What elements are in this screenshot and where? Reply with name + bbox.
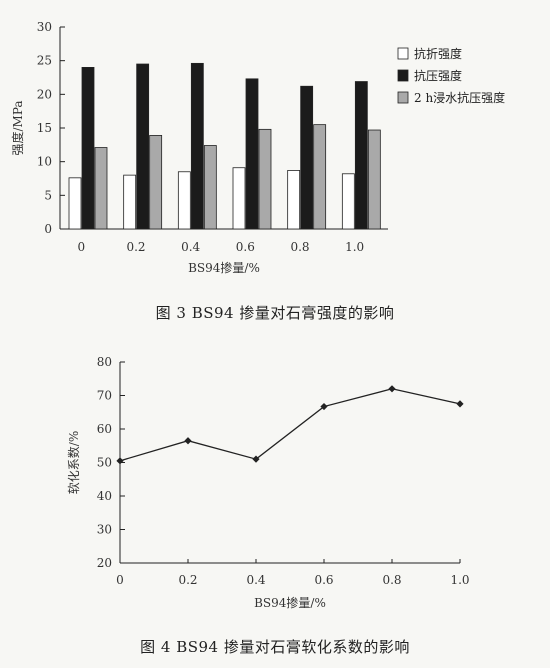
bar-soaked: [313, 124, 327, 230]
figure4-caption: 图 4 BS94 掺量对石膏软化系数的影响: [140, 638, 410, 656]
legend-swatch: [397, 69, 409, 82]
data-point: [388, 385, 396, 393]
y-tick-label: 30: [37, 20, 52, 34]
x-axis-label: BS94掺量/%: [188, 260, 260, 275]
figure3-caption: 图 3 BS94 掺量对石膏强度的影响: [155, 304, 395, 322]
x-tick-label: 1.0: [345, 240, 364, 254]
legend-swatch: [397, 91, 409, 104]
x-axis-label: BS94掺量/%: [254, 595, 326, 610]
x-tick-label: 0.2: [178, 573, 197, 587]
data-point: [116, 457, 124, 465]
y-tick-label: 10: [37, 155, 52, 169]
y-tick-label: 20: [37, 87, 52, 101]
softening-line-chart: 20 30 40 50 60 70 80 0 0.2 0.4 0.6 0.8 1.0 BS94掺量/% 软化…: [66, 355, 470, 610]
bar-compressive: [190, 62, 204, 230]
bar-flexural: [341, 173, 355, 230]
series-line: [119, 388, 461, 462]
y-tick-label: 50: [97, 456, 112, 470]
y-tick-label: 60: [97, 422, 112, 436]
x-tick-label: 0.4: [181, 240, 200, 254]
y-tick-label: 5: [44, 188, 52, 202]
x-tick-label: 0.8: [290, 240, 309, 254]
x-tick-label: 0.6: [236, 240, 255, 254]
x-tick-label: 0.4: [246, 573, 265, 587]
y-tick-label: 40: [97, 489, 112, 503]
legend-swatch: [397, 47, 409, 60]
y-tick-label: 80: [97, 355, 112, 369]
x-tick-label: 0.8: [382, 573, 401, 587]
y-tick-label: 20: [97, 556, 112, 570]
data-point: [320, 402, 328, 411]
y-tick-label: 30: [97, 523, 112, 537]
legend-entry: 抗折强度: [414, 46, 462, 61]
strength-bar-chart: 0 5 10 15 20 25 30 0 0.2 0.4 0.6 0.8 1.0 BS94掺量/% 强度/M…: [10, 20, 505, 275]
bar-soaked: [94, 147, 108, 230]
y-tick-label: 25: [37, 54, 52, 68]
bar-compressive: [136, 63, 150, 230]
x-tick-label: 1.0: [450, 573, 469, 587]
x-tick-label: 0: [116, 573, 124, 587]
y-tick-label: 0: [44, 222, 52, 236]
legend-entry: 2 h浸水抗压强度: [414, 90, 505, 105]
y-axis-label: 软化系数/%: [66, 431, 81, 494]
x-tick-label: 0: [78, 240, 86, 254]
y-tick-label: 15: [37, 121, 52, 135]
bar-compressive: [354, 81, 368, 230]
legend-entry: 抗压强度: [414, 68, 462, 83]
bar-compressive: [81, 67, 95, 230]
y-axis-label: 强度/MPa: [10, 100, 25, 155]
bar-soaked: [258, 128, 272, 230]
bar-flexural: [287, 170, 301, 230]
x-tick-label: 0.2: [126, 240, 145, 254]
bar-flexural: [232, 167, 246, 230]
data-point: [184, 437, 192, 445]
bar-compressive: [245, 78, 259, 230]
bar-soaked: [149, 135, 163, 230]
data-point: [456, 400, 464, 408]
bar-flexural: [68, 177, 82, 230]
y-tick-label: 70: [97, 389, 112, 403]
bar-compressive: [300, 85, 314, 230]
bar-flexural: [123, 174, 137, 230]
bar-flexural: [177, 171, 191, 230]
bar-soaked: [203, 145, 217, 230]
bar-soaked: [367, 129, 381, 230]
x-tick-label: 0.6: [314, 573, 333, 587]
